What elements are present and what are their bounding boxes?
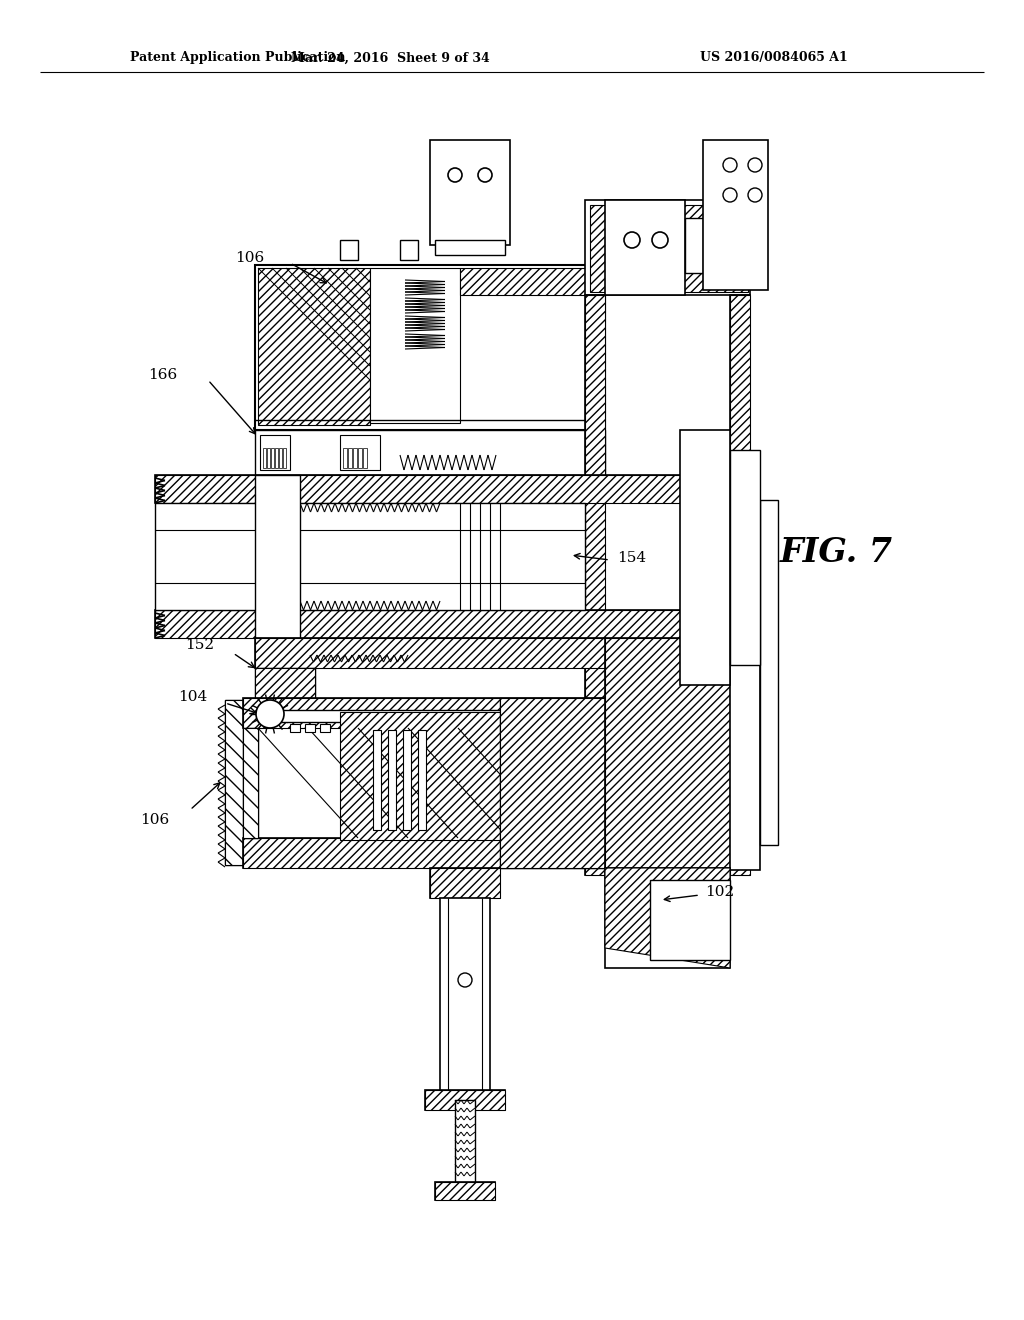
Bar <box>430 140 510 246</box>
Bar <box>650 880 730 960</box>
Bar <box>605 638 730 869</box>
Bar <box>340 436 380 470</box>
Bar <box>319 723 330 733</box>
Bar <box>418 730 426 830</box>
Circle shape <box>748 187 762 202</box>
Bar <box>305 723 315 733</box>
Circle shape <box>723 187 737 202</box>
Bar <box>358 447 362 469</box>
Bar <box>585 201 750 294</box>
Polygon shape <box>243 838 605 869</box>
Bar <box>680 430 730 685</box>
Polygon shape <box>435 1181 495 1200</box>
Text: 104: 104 <box>178 690 208 704</box>
Bar <box>425 1090 505 1110</box>
Polygon shape <box>155 610 730 638</box>
Polygon shape <box>258 268 370 425</box>
Text: Patent Application Publication: Patent Application Publication <box>130 51 345 65</box>
Bar <box>370 268 460 422</box>
Circle shape <box>748 158 762 172</box>
Bar <box>255 638 605 668</box>
Bar <box>155 503 585 610</box>
Bar <box>703 140 768 290</box>
Text: 102: 102 <box>705 884 734 899</box>
Bar <box>271 447 274 469</box>
Bar <box>435 240 505 255</box>
Circle shape <box>256 700 284 729</box>
Polygon shape <box>730 294 750 875</box>
Polygon shape <box>243 729 258 838</box>
Bar <box>255 265 605 430</box>
Bar <box>500 698 605 869</box>
Circle shape <box>624 232 640 248</box>
Bar <box>430 869 500 898</box>
Bar <box>340 240 358 260</box>
Bar <box>258 710 603 722</box>
Polygon shape <box>430 869 500 898</box>
Text: 154: 154 <box>617 550 646 565</box>
Bar <box>455 1100 475 1191</box>
Bar <box>343 447 347 469</box>
Bar <box>155 610 730 638</box>
Polygon shape <box>255 668 315 698</box>
Bar <box>585 294 605 875</box>
Bar <box>290 723 300 733</box>
Bar <box>283 447 286 469</box>
Bar <box>260 436 290 470</box>
Polygon shape <box>255 638 605 668</box>
Text: 106: 106 <box>236 251 264 265</box>
Bar <box>730 475 760 870</box>
Bar <box>605 869 730 968</box>
Bar <box>243 698 605 729</box>
Bar <box>267 447 270 469</box>
Text: FIG. 7: FIG. 7 <box>780 536 893 569</box>
Text: Mar. 24, 2016  Sheet 9 of 34: Mar. 24, 2016 Sheet 9 of 34 <box>291 51 489 65</box>
Polygon shape <box>605 638 730 869</box>
Polygon shape <box>605 869 730 968</box>
Polygon shape <box>585 294 605 875</box>
Circle shape <box>449 168 462 182</box>
Circle shape <box>458 973 472 987</box>
Bar <box>255 430 605 475</box>
Polygon shape <box>460 268 600 294</box>
Polygon shape <box>243 698 605 729</box>
Bar <box>730 450 760 665</box>
Circle shape <box>723 158 737 172</box>
Bar <box>730 294 750 875</box>
Bar <box>255 475 300 638</box>
Bar <box>155 475 730 503</box>
Bar <box>243 838 605 869</box>
Circle shape <box>478 168 492 182</box>
Bar <box>243 729 258 838</box>
Polygon shape <box>225 700 243 865</box>
Bar <box>605 201 685 294</box>
Bar <box>353 447 357 469</box>
Polygon shape <box>340 711 603 840</box>
Bar <box>275 447 278 469</box>
Bar <box>279 447 282 469</box>
Circle shape <box>652 232 668 248</box>
Bar <box>388 730 396 830</box>
Bar <box>373 730 381 830</box>
Polygon shape <box>155 475 730 503</box>
Bar <box>362 447 367 469</box>
Bar <box>348 447 352 469</box>
Bar <box>263 447 266 469</box>
Bar <box>400 240 418 260</box>
Polygon shape <box>425 1090 505 1110</box>
Bar <box>685 218 703 273</box>
Text: 166: 166 <box>148 368 177 381</box>
Text: 152: 152 <box>185 638 215 652</box>
Text: 106: 106 <box>140 813 170 828</box>
Bar <box>255 668 315 698</box>
Polygon shape <box>590 205 748 292</box>
Bar <box>403 730 411 830</box>
Bar <box>440 898 490 1098</box>
Bar <box>760 500 778 845</box>
Polygon shape <box>500 698 605 869</box>
Bar <box>435 1181 495 1200</box>
Bar <box>225 700 243 865</box>
Text: US 2016/0084065 A1: US 2016/0084065 A1 <box>700 51 848 65</box>
